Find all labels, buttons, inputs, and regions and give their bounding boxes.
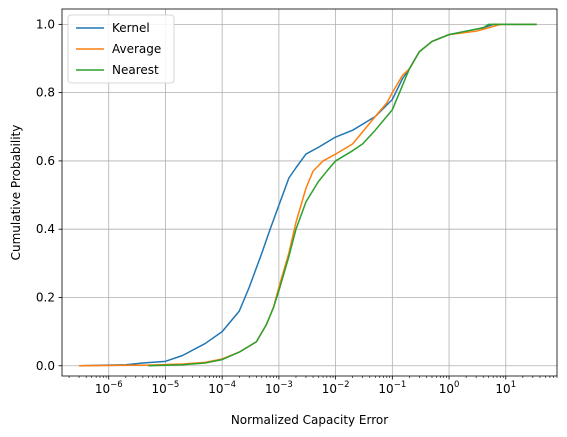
plot-frame: [61, 8, 558, 377]
legend: Kernel Average Nearest: [67, 14, 175, 84]
x-tick-label: 10−5: [152, 380, 180, 396]
y-tick-label: 0.0: [36, 359, 55, 373]
x-tick-label: 10−3: [265, 380, 293, 396]
x-axis-label: Normalized Capacity Error: [231, 413, 388, 427]
y-tick-label: 0.8: [36, 86, 55, 100]
series-line-nearest: [148, 23, 537, 367]
legend-box: [67, 14, 175, 84]
y-tick-label: 0.6: [36, 154, 55, 168]
y-axis-ticks: 0.0 0.2 0.4 0.6 0.8 1.0: [36, 17, 62, 373]
x-tick-label: 10−1: [378, 380, 406, 396]
x-axis-ticks: 10−6 10−5 10−4 10−3 10−2 10−1 100 101: [95, 376, 516, 396]
x-tick-label: 100: [439, 380, 460, 396]
y-axis-label: Cumulative Probability: [9, 125, 23, 261]
legend-label-kernel: Kernel: [112, 21, 150, 35]
legend-label-average: Average: [112, 42, 161, 56]
y-tick-label: 0.2: [36, 290, 55, 304]
y-tick-label: 1.0: [36, 17, 55, 31]
y-tick-label: 0.4: [36, 222, 55, 236]
series-layer: [79, 23, 537, 367]
x-tick-label: 10−6: [95, 380, 123, 396]
x-tick-label: 10−4: [208, 380, 236, 396]
x-tick-label: 10−2: [322, 380, 350, 396]
x-tick-label: 101: [495, 380, 516, 396]
legend-label-nearest: Nearest: [112, 63, 159, 77]
